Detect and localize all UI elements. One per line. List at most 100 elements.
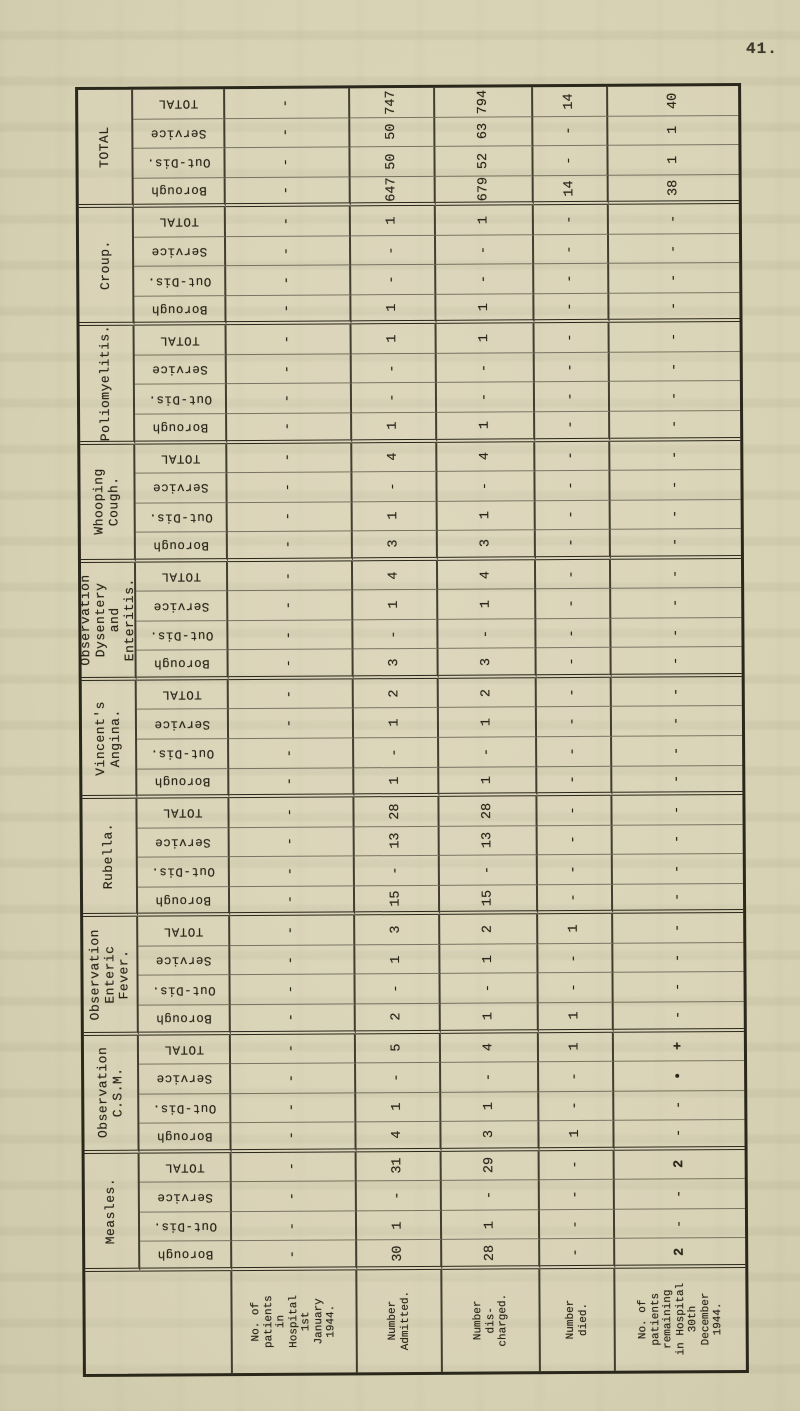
row-caption: Out-Dis.	[139, 1211, 233, 1242]
cell-value: -	[226, 295, 352, 326]
cell-value: -	[356, 1181, 442, 1212]
cell-value: 1	[438, 589, 537, 620]
cell-value-text: -	[566, 806, 582, 815]
cell-value: -	[226, 383, 353, 415]
cell-value: -	[230, 1004, 356, 1035]
cell-value: -	[536, 618, 612, 649]
cell-value-text: -	[481, 984, 497, 993]
cell-value: -	[229, 767, 355, 799]
cell-value: 1	[539, 1120, 615, 1151]
cell-value: 4	[437, 559, 537, 591]
cell-value-text: 1	[477, 421, 493, 430]
row-caption: Service	[135, 473, 228, 504]
cell-value: -	[436, 382, 536, 413]
cell-value-text: 2	[672, 1160, 688, 1169]
cell-value: -	[613, 972, 744, 1003]
cell-value-text: -	[669, 656, 685, 665]
row-caption: Out-Dis.	[137, 739, 230, 770]
cell-value: 2	[353, 678, 439, 709]
cell-value-text: -	[284, 1044, 300, 1053]
row-caption-text: Service	[153, 716, 211, 732]
cell-value: -	[351, 353, 437, 384]
cell-value: 1	[352, 501, 438, 532]
row-caption: Borough	[138, 1005, 231, 1036]
cell-value-text: -	[280, 276, 296, 285]
cell-value: -	[231, 1181, 357, 1212]
row-caption: Service	[136, 709, 230, 740]
cell-value: -	[537, 766, 613, 797]
group-label-text: Whooping Cough.	[91, 468, 122, 535]
cell-value-text: -	[284, 926, 300, 935]
cell-value-text: 4	[481, 1043, 497, 1052]
cell-value-text: -	[667, 480, 684, 489]
group-label: Observation C.S.M.	[83, 1035, 140, 1154]
cell-value: 1	[440, 1003, 539, 1034]
row-caption-text: Borough	[153, 656, 210, 671]
cell-value: -	[537, 825, 613, 856]
cell-value-text: -	[666, 301, 682, 311]
row-caption-text: Service	[155, 953, 212, 968]
cell-value-text: -	[565, 599, 581, 608]
row-caption: TOTAL	[138, 1034, 232, 1065]
cell-value-text: 52	[475, 152, 492, 170]
cell-value: -	[227, 531, 353, 562]
row-caption-text: TOTAL	[163, 1042, 204, 1057]
cell-value: 679	[435, 175, 534, 207]
cell-value-text: 3	[481, 1130, 497, 1139]
row-caption: Borough	[140, 1241, 233, 1272]
row-caption-text: TOTAL	[160, 451, 201, 466]
cell-value-text: -	[667, 451, 683, 460]
cell-value-text: -	[565, 569, 581, 579]
group-label: Whooping Cough.	[80, 444, 136, 563]
cell-value-text: 794	[475, 89, 491, 115]
cell-value-text: 1	[476, 303, 492, 312]
cell-value-text: 50	[384, 153, 400, 170]
row-caption-text: Out-Dis.	[152, 1219, 218, 1234]
cell-value: -	[610, 558, 742, 590]
group-label-text: Poliomyelitis.	[97, 325, 114, 442]
cell-value: -	[610, 411, 741, 442]
row-caption: TOTAL	[135, 561, 229, 592]
cell-value: -	[228, 708, 355, 740]
cell-value: -	[225, 147, 351, 178]
cell-value: 1	[438, 707, 538, 738]
cell-value: 1	[436, 323, 535, 354]
cell-value-text: -	[563, 333, 579, 342]
cell-value: 1	[538, 914, 614, 945]
cell-value-text: 1	[665, 155, 682, 164]
cell-value-text: 1	[568, 1129, 584, 1139]
cell-value-text: 28	[479, 802, 496, 820]
row-caption-text: Out-Dis.	[150, 864, 215, 880]
group-label-text: Rubella.	[100, 822, 117, 890]
group-label: Vincent's Angina.	[81, 680, 138, 800]
row-caption: Service	[134, 355, 227, 386]
cell-value-text: 1	[476, 215, 492, 225]
cell-value-text: 1	[388, 776, 404, 785]
cell-value: 1	[353, 590, 439, 621]
cell-value: -	[534, 352, 610, 383]
cell-value: 1	[436, 294, 535, 325]
cell-value-text: -	[565, 657, 581, 666]
caption-corner	[85, 1270, 233, 1374]
cell-value: -	[612, 883, 744, 915]
cell-value: -	[229, 797, 355, 828]
cell-value: -	[534, 293, 610, 324]
cell-value: -	[533, 204, 609, 235]
group-label: Poliomyelitis.	[79, 325, 136, 445]
cell-value-text: 1	[386, 511, 402, 521]
cell-value: -	[436, 353, 535, 384]
cell-value: -	[436, 264, 535, 295]
cell-value: -	[611, 588, 742, 619]
cell-value-text: -	[672, 1189, 688, 1198]
cell-value-text: -	[667, 332, 683, 342]
cell-value: 40	[608, 85, 739, 117]
cell-value-text: 1	[480, 954, 496, 963]
row-caption-text: TOTAL	[162, 805, 203, 820]
cell-value: -	[231, 1092, 357, 1124]
cell-value-text: -	[283, 837, 299, 846]
cell-value: 1	[435, 205, 534, 236]
cell-value: 50	[350, 146, 436, 178]
cell-value: -	[539, 1150, 615, 1181]
cell-value: 1	[439, 766, 538, 797]
cell-value-text: -	[280, 364, 296, 374]
